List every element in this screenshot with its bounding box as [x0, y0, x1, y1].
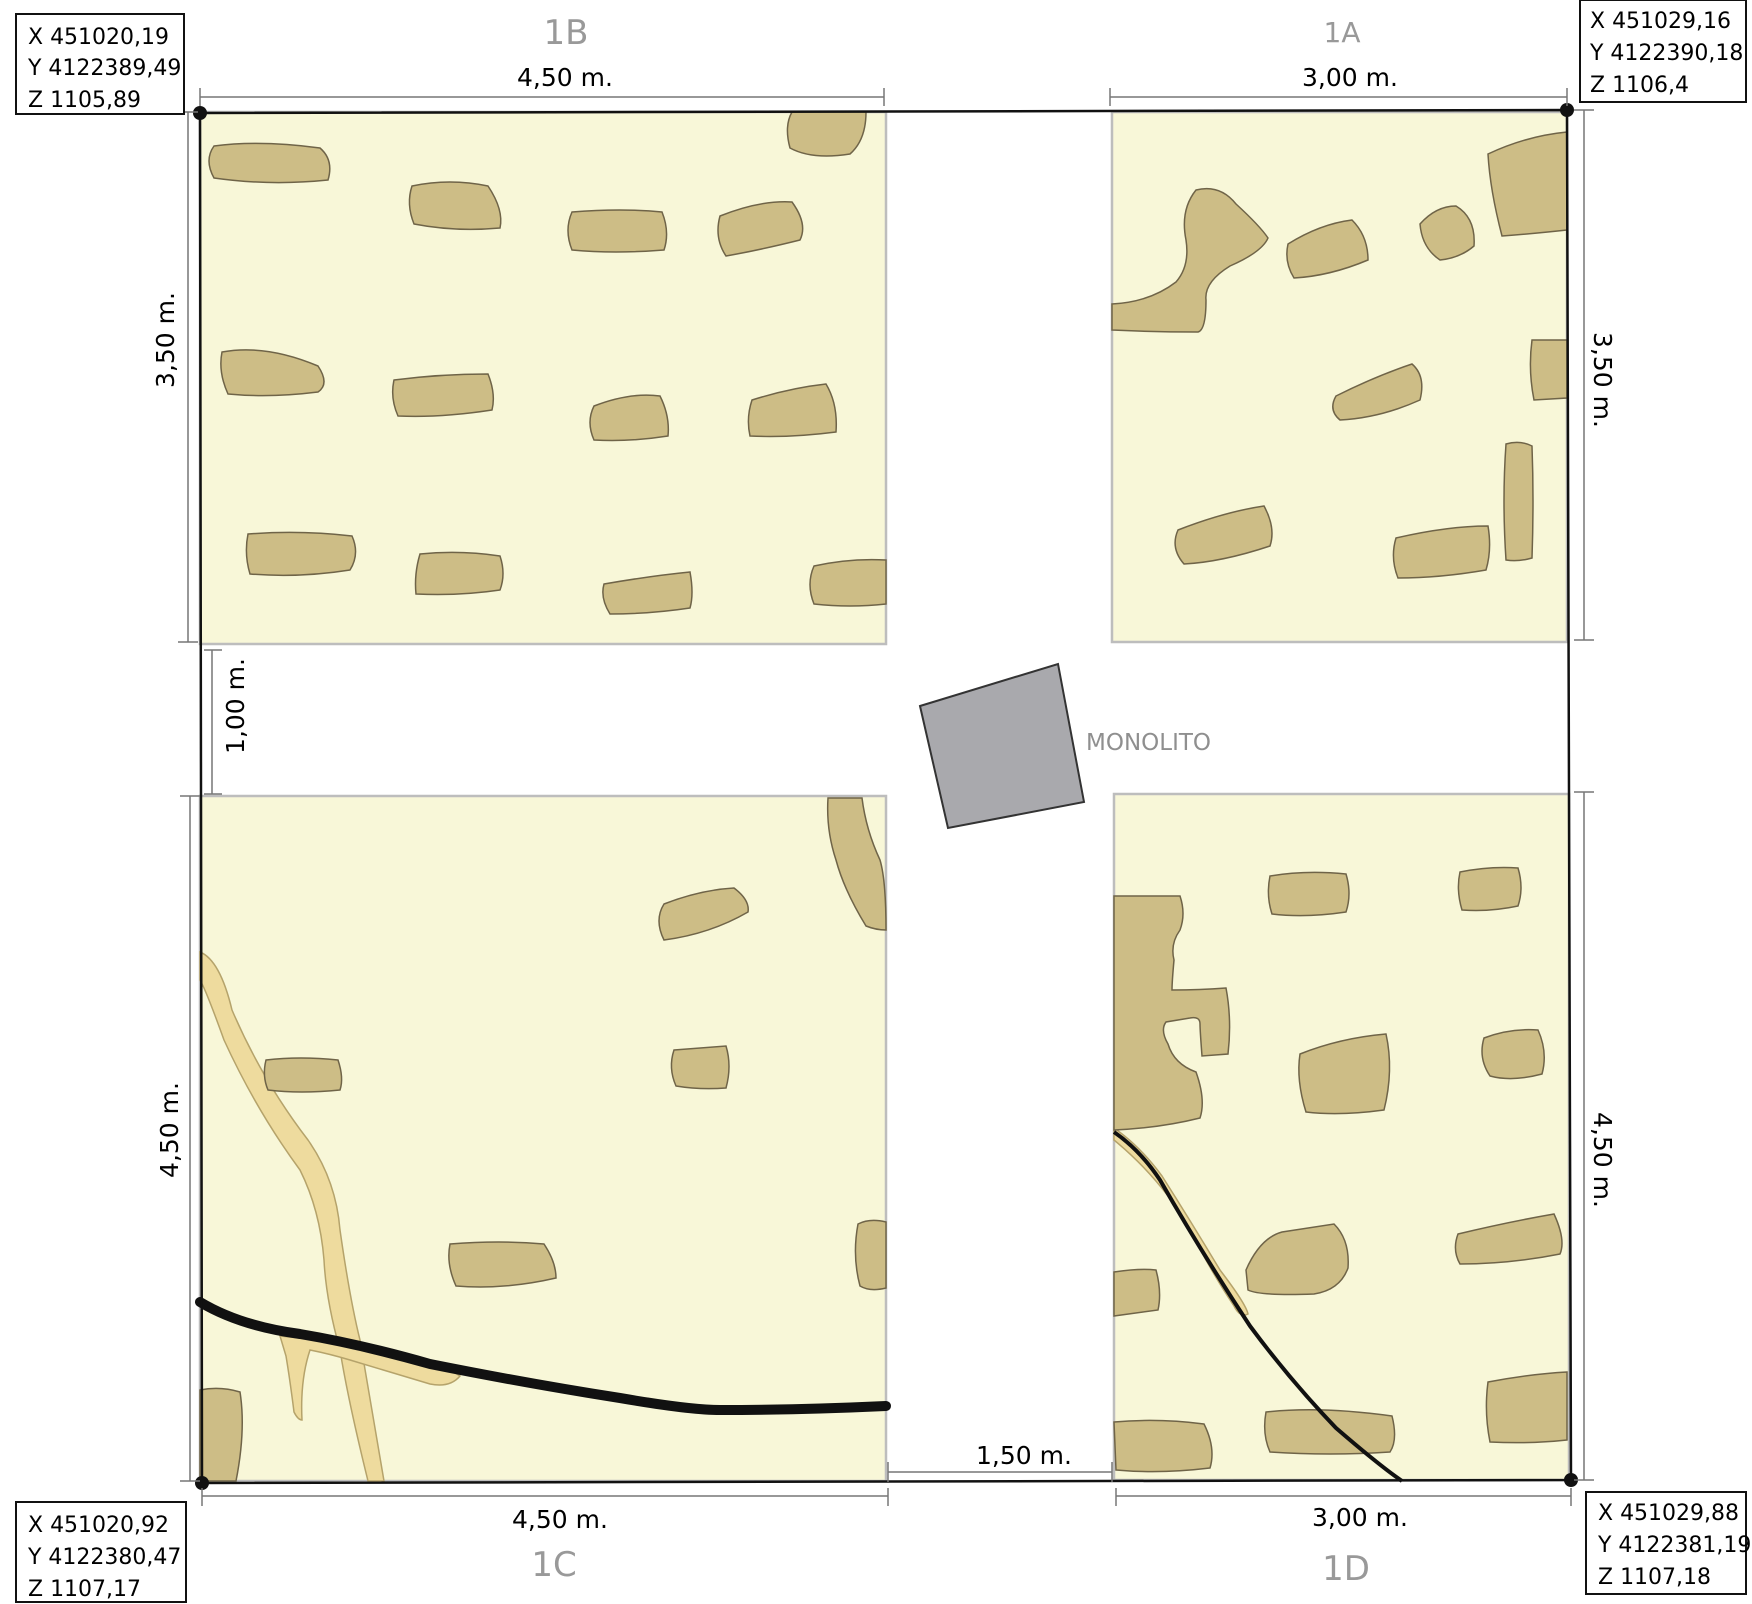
stone [717, 201, 804, 257]
coord-ne-z: Z 1106,4 [1590, 73, 1689, 98]
stone [1113, 895, 1231, 1131]
stone [1332, 363, 1423, 421]
dim-top-right: 3,00 m. [1302, 63, 1398, 92]
stone [1485, 1371, 1568, 1444]
stone [1481, 1028, 1545, 1080]
stones-sector-1d [1113, 866, 1568, 1473]
coord-sw-z: Z 1107,17 [28, 1577, 141, 1602]
stone [1286, 219, 1369, 279]
stone [826, 797, 887, 931]
stone [1454, 1213, 1563, 1265]
stone [1529, 339, 1568, 401]
stone [1392, 525, 1491, 579]
dim-bottom-left: 4,50 m. [512, 1505, 608, 1534]
stone [199, 1387, 243, 1482]
sector-label-1c: 1C [531, 1545, 576, 1585]
stone [408, 181, 502, 231]
sector-label-1a: 1A [1324, 16, 1361, 49]
stone [391, 373, 495, 418]
stone [854, 1219, 887, 1291]
stone [208, 142, 331, 184]
coord-nw-z: Z 1105,89 [28, 88, 141, 113]
dim-bottom-gap: 1,50 m. [976, 1441, 1072, 1470]
stone [263, 1057, 343, 1093]
stone [1419, 205, 1475, 261]
stone [1457, 866, 1522, 912]
stones-sector-1c [199, 797, 887, 1482]
stone [1267, 871, 1350, 917]
coord-sw-y: Y 4122380,47 [27, 1545, 181, 1570]
stone [658, 887, 749, 941]
coord-box-sw: X 451020,92 Y 4122380,47 Z 1107,17 [15, 1501, 187, 1603]
dim-left-gap: 1,00 m. [221, 658, 250, 754]
dim-right-lower: 4,50 m. [1588, 1112, 1617, 1208]
stone [220, 349, 325, 397]
stone [1503, 441, 1534, 562]
crack-sector-1d [1112, 1130, 1404, 1483]
stone [1174, 505, 1273, 565]
stone [1487, 131, 1568, 237]
corner-point-sw [195, 1476, 209, 1490]
coord-box-nw: X 451020,19 Y 4122389,49 Z 1105,89 [15, 13, 185, 115]
stones-sector-1b [208, 111, 887, 615]
stone [1263, 1409, 1396, 1455]
coord-se-z: Z 1107,18 [1598, 1565, 1711, 1590]
coord-box-ne: X 451029,16 Y 4122390,18 Z 1106,4 [1579, 0, 1747, 103]
coord-se-x: X 451029,88 [1598, 1501, 1739, 1526]
corner-point-se [1564, 1473, 1578, 1487]
dimension-lines [178, 88, 1594, 1506]
stone [414, 551, 504, 596]
monolith-label: MONOLITO [1086, 730, 1211, 756]
dim-left-lower: 4,50 m. [155, 1082, 184, 1178]
dim-left-upper: 3,50 m. [151, 292, 180, 388]
corner-point-ne [1560, 103, 1574, 117]
coord-sw-x: X 451020,92 [28, 1513, 169, 1538]
root [199, 950, 385, 1482]
dim-right-upper: 3,50 m. [1588, 332, 1617, 428]
sector-label-1d: 1D [1322, 1549, 1370, 1589]
coord-se-y: Y 4122381,19 [1597, 1533, 1751, 1558]
stone [567, 209, 668, 253]
stone [1113, 1268, 1161, 1317]
coord-ne-y: Y 4122390,18 [1589, 41, 1743, 66]
dim-bottom-right: 3,00 m. [1312, 1503, 1408, 1532]
stone [245, 531, 357, 577]
sector-1c-area [198, 794, 888, 1483]
stone [589, 394, 670, 442]
coord-ne-x: X 451029,16 [1590, 9, 1731, 34]
stone [602, 571, 693, 615]
stone [786, 111, 867, 157]
stone [1113, 1419, 1213, 1473]
crack-sector-1c [195, 1297, 891, 1416]
sector-label-1b: 1B [544, 13, 589, 53]
coord-nw-y: Y 4122389,49 [27, 56, 181, 81]
stone [747, 383, 838, 438]
corner-point-nw [193, 106, 207, 120]
stone [1245, 1223, 1349, 1296]
stone [1298, 1033, 1391, 1115]
stones-sector-1a [1111, 131, 1568, 579]
coord-nw-x: X 451020,19 [28, 25, 169, 50]
monolith [918, 662, 1086, 830]
stone [809, 558, 887, 607]
dim-top-left: 4,50 m. [517, 63, 613, 92]
stone [448, 1241, 557, 1288]
stone [670, 1045, 730, 1090]
stone [1111, 187, 1269, 333]
coord-box-se: X 451029,88 Y 4122381,19 Z 1107,18 [1585, 1491, 1751, 1595]
